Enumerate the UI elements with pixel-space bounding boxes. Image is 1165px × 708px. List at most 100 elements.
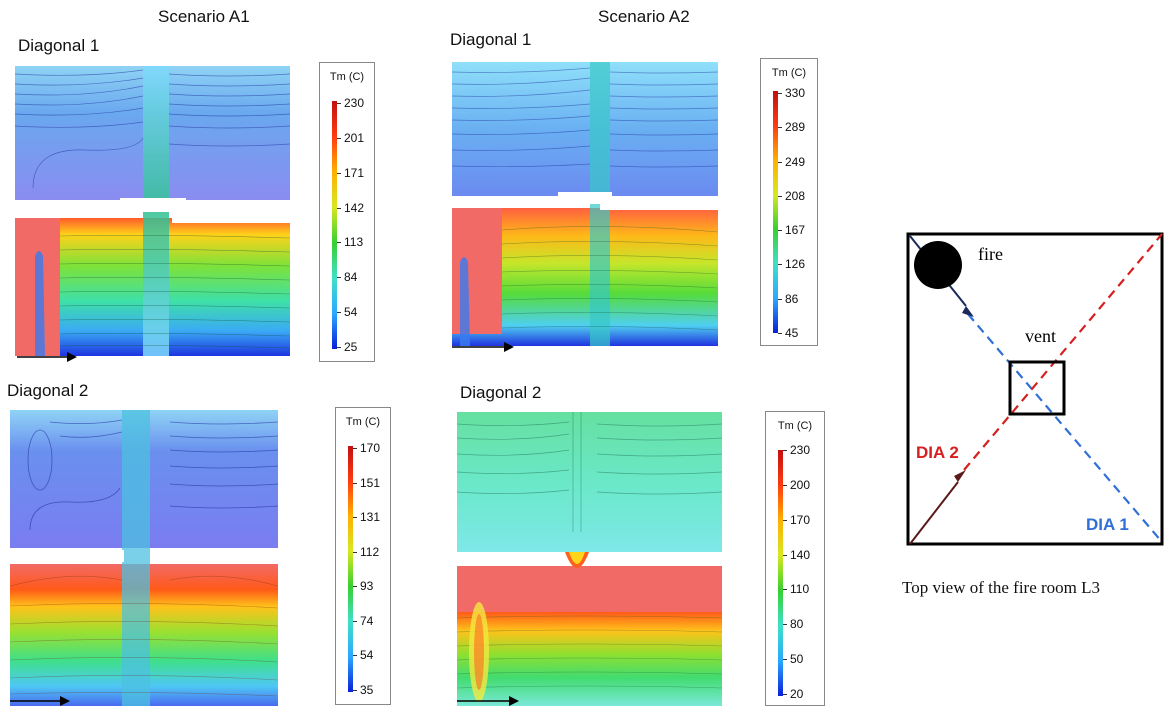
a2-diagonal-1-contour-plot	[452, 62, 718, 346]
colorbar-tick-mark	[783, 659, 787, 661]
a2-diagonal-1-direction-arrow-icon	[452, 342, 514, 352]
a2-diagonal-2-label: Diagonal 2	[460, 383, 542, 402]
colorbar-tick-label: 208	[785, 188, 806, 203]
colorbar-tick-label: 20	[790, 687, 804, 701]
colorbar-tick-mark	[337, 312, 341, 314]
colorbar-gradient	[773, 91, 778, 333]
colorbar-tick-label: 151	[360, 475, 381, 490]
dia-2-start-segment	[909, 481, 959, 545]
colorbar-tick-label: 54	[360, 648, 374, 663]
a1-diagonal-1-colorbar: Tm (C) 230 201 171 142 113 84 54 25	[319, 62, 375, 362]
vent-outline	[1008, 360, 1066, 416]
colorbar-tick-label: 112	[360, 544, 380, 559]
colorbar-tick-label: 35	[360, 683, 374, 697]
colorbar-tick-label: 93	[360, 579, 374, 594]
colorbar-tick-label: 54	[344, 305, 358, 320]
colorbar-tick-mark	[353, 448, 357, 449]
colorbar-tick-mark	[778, 93, 782, 94]
colorbar-tick-mark	[783, 694, 787, 695]
colorbar-tick-mark	[778, 264, 782, 266]
colorbar-tick-mark	[783, 484, 787, 486]
colorbar-tick-label: 113	[344, 235, 364, 250]
colorbar-tick-mark	[783, 554, 787, 556]
fire-room-top-view-diagram: fire vent DIA 2 DIA 1	[906, 232, 1164, 546]
a2-diagonal-2-colorbar: Tm (C) 230 200 170 140 110 80 50 20	[765, 411, 825, 706]
colorbar-tick-mark	[337, 242, 341, 244]
colorbar-tick-label: 200	[790, 477, 811, 492]
colorbar-tick-mark	[783, 450, 787, 451]
colorbar-gradient	[778, 450, 783, 696]
colorbar-tick-mark	[353, 551, 357, 553]
colorbar-tick-label: 167	[785, 223, 806, 238]
colorbar-tick-mark	[337, 172, 341, 174]
colorbar-gradient	[348, 446, 353, 692]
colorbar-tick-mark	[337, 207, 341, 209]
dia-1-label: DIA 1	[1086, 515, 1129, 534]
colorbar-tick-mark	[353, 586, 357, 588]
top-view-caption: Top view of the fire room L3	[902, 578, 1101, 597]
colorbar-tick-mark	[353, 655, 357, 657]
colorbar-tick-mark	[353, 482, 357, 484]
colorbar-tick-label: 110	[790, 582, 810, 597]
a1-diagonal-2-contour-plot	[10, 410, 278, 706]
colorbar-tick-label: 171	[344, 165, 365, 180]
colorbar-tick-mark	[778, 161, 782, 163]
dia-2-label: DIA 2	[916, 443, 959, 462]
scenario-a1-title: Scenario A1	[158, 7, 250, 26]
colorbar-tick-label: 170	[360, 441, 381, 455]
colorbar-tick-mark	[783, 589, 787, 591]
colorbar-tick-mark	[353, 620, 357, 622]
colorbar-tick-label: 201	[344, 130, 365, 145]
colorbar-tick-label: 289	[785, 120, 806, 135]
colorbar-tick-mark	[337, 347, 341, 348]
colorbar-tick-label: 131	[360, 510, 381, 525]
colorbar-tick-mark	[778, 298, 782, 300]
colorbar-tick-mark	[778, 195, 782, 197]
colorbar-tick-mark	[337, 103, 341, 104]
dia-2-arrow-head-icon	[954, 470, 966, 482]
colorbar-tick-label: 80	[790, 617, 804, 632]
dia-1-line	[967, 313, 1163, 543]
fire-label: fire	[978, 244, 1003, 264]
colorbar-title: Tm (C)	[329, 71, 365, 83]
colorbar-tick-label: 140	[790, 547, 811, 562]
colorbar-gradient	[332, 101, 337, 349]
colorbar-title: Tm (C)	[777, 420, 813, 432]
colorbar-tick-label: 84	[344, 270, 358, 285]
colorbar-tick-mark	[353, 690, 357, 691]
colorbar-tick-label: 50	[790, 652, 804, 667]
colorbar-tick-mark	[353, 517, 357, 519]
colorbar-tick-label: 126	[785, 257, 806, 272]
vent-label: vent	[1025, 326, 1056, 346]
a1-diagonal-2-label: Diagonal 2	[7, 381, 89, 400]
colorbar-tick-label: 45	[785, 326, 799, 340]
colorbar-tick-label: 142	[344, 200, 365, 215]
colorbar-tick-mark	[783, 624, 787, 626]
colorbar-tick-label: 170	[790, 512, 811, 527]
colorbar-tick-label: 330	[785, 86, 806, 100]
a2-diagonal-1-label: Diagonal 1	[450, 30, 532, 49]
colorbar-tick-label: 74	[360, 613, 374, 628]
a1-diagonal-2-colorbar: Tm (C) 170 151 131 112 93 74 54 35	[335, 407, 391, 705]
colorbar-title: Tm (C)	[345, 416, 381, 428]
colorbar-tick-mark	[778, 333, 782, 334]
dia-2-line	[963, 233, 1163, 471]
colorbar-tick-mark	[337, 137, 341, 139]
colorbar-tick-label: 249	[785, 154, 806, 169]
a1-diagonal-1-label: Diagonal 1	[18, 36, 100, 55]
a1-diagonal-1-direction-arrow-icon	[17, 352, 77, 362]
colorbar-title: Tm (C)	[771, 67, 807, 79]
colorbar-tick-label: 25	[344, 340, 358, 354]
a2-diagonal-2-contour-plot	[457, 412, 722, 706]
colorbar-tick-label: 230	[790, 443, 811, 457]
scenario-a2-title: Scenario A2	[598, 7, 690, 26]
fire-source-icon	[914, 241, 962, 289]
colorbar-tick-label: 230	[344, 96, 365, 110]
dia-1-arrow-head-icon	[962, 306, 974, 317]
colorbar-tick-label: 86	[785, 291, 799, 306]
a1-diagonal-1-contour-plot	[15, 66, 290, 356]
colorbar-tick-mark	[778, 127, 782, 129]
colorbar-tick-mark	[337, 277, 341, 279]
a2-diagonal-2-direction-arrow-icon	[457, 696, 519, 706]
room-outline	[906, 232, 1164, 546]
